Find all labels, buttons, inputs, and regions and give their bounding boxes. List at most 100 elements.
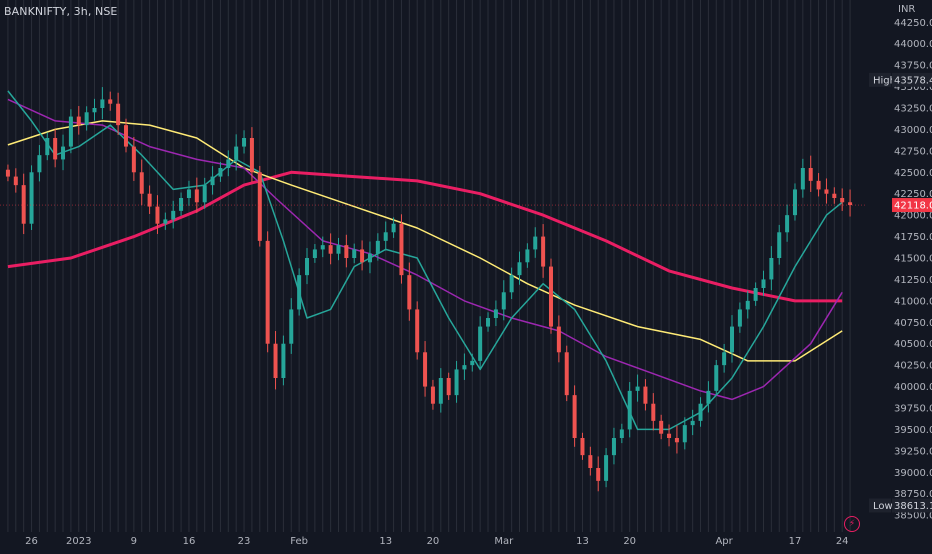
y-tick-label: 43500.00	[894, 82, 932, 93]
x-tick-label: 9	[131, 536, 137, 547]
candle-body	[430, 386, 435, 404]
candle-body	[45, 138, 50, 156]
candle-body	[289, 309, 294, 344]
candle-body	[179, 198, 184, 211]
candle-body	[722, 352, 727, 366]
candle-body	[832, 193, 837, 198]
candle-body	[564, 352, 569, 396]
candle-body	[533, 236, 538, 250]
price-tag-label: Low	[873, 501, 893, 512]
candle-body	[116, 103, 121, 126]
candle-body	[312, 249, 317, 258]
y-tick-label: 40000.00	[894, 382, 932, 393]
candle-body	[265, 240, 270, 344]
y-tick-label: 39750.00	[894, 404, 932, 415]
y-tick-label: 42500.00	[894, 168, 932, 179]
candle-body	[257, 172, 262, 241]
candle-body	[305, 258, 310, 276]
x-tick-label: 20	[623, 536, 636, 547]
candle-body	[123, 125, 128, 147]
candle-body	[383, 232, 388, 241]
x-tick-label: 13	[379, 536, 392, 547]
candle-body	[761, 279, 766, 288]
candle-body	[501, 292, 506, 310]
candle-body	[367, 253, 372, 263]
candle-body	[596, 468, 601, 481]
y-tick-label: 38500.00	[894, 511, 932, 522]
candle-body	[249, 138, 254, 173]
currency-label[interactable]: INR	[898, 4, 916, 15]
candle-body	[37, 155, 42, 173]
x-tick-label: 20	[427, 536, 440, 547]
y-tick-label: 42250.00	[894, 189, 932, 200]
candle-body	[131, 146, 136, 173]
y-tick-label: 43000.00	[894, 125, 932, 136]
candle-body	[171, 210, 176, 220]
candle-body	[493, 309, 498, 318]
candle-body	[769, 258, 774, 280]
candle-body	[375, 240, 380, 254]
candle-body	[155, 206, 160, 224]
x-tick-label: 17	[789, 536, 802, 547]
candle-body	[100, 99, 105, 108]
candle-body	[627, 390, 632, 430]
candle-body	[824, 189, 829, 194]
candle-body	[714, 365, 719, 391]
candle-body	[297, 275, 302, 310]
y-tick-label: 41500.00	[894, 254, 932, 265]
candle-body	[84, 112, 89, 126]
y-tick-label: 42750.00	[894, 146, 932, 157]
candle-body	[446, 378, 451, 396]
candle-body	[68, 116, 73, 147]
candle-body	[218, 168, 223, 177]
candle-body	[470, 360, 475, 366]
y-tick-label: 38750.00	[894, 489, 932, 500]
candle-body	[800, 168, 805, 190]
lightning-icon[interactable]: ⚡	[844, 516, 860, 532]
candle-body	[415, 309, 420, 353]
candle-body	[462, 365, 467, 370]
candle-body	[541, 236, 546, 267]
x-tick-label: 23	[238, 536, 251, 547]
candle-body	[92, 108, 97, 113]
candle-body	[611, 438, 616, 456]
candle-body	[690, 420, 695, 426]
x-tick-label: Feb	[290, 536, 308, 547]
candle-body	[517, 262, 522, 276]
x-tick-label: Mar	[494, 536, 514, 547]
candle-body	[273, 343, 278, 378]
candle-body	[194, 189, 199, 203]
candle-body	[29, 172, 34, 224]
y-tick-label: 39250.00	[894, 446, 932, 457]
x-tick-label: 13	[576, 536, 589, 547]
candle-body	[139, 172, 144, 194]
candle-body	[792, 189, 797, 216]
y-tick-label: 39500.00	[894, 425, 932, 436]
y-tick-label: 44000.00	[894, 39, 932, 50]
candle-body	[242, 138, 247, 147]
price-tag-label-bg	[869, 498, 891, 513]
candle-body	[320, 245, 325, 250]
moving-average-line	[7, 170, 843, 303]
y-tick-label: 41250.00	[894, 275, 932, 286]
candle-body	[399, 223, 404, 276]
candle-body	[53, 138, 58, 160]
x-tick-label: 24	[836, 536, 849, 547]
candle-body	[730, 326, 735, 353]
x-tick-label: 2023	[66, 536, 91, 547]
candle-body	[698, 403, 703, 421]
candle-body	[572, 395, 577, 438]
candle-body	[328, 245, 333, 254]
candle-body	[454, 369, 459, 396]
candle-body	[706, 390, 711, 404]
candle-body	[816, 180, 821, 190]
candle-body	[478, 326, 483, 361]
candle-body	[147, 193, 152, 207]
candle-body	[635, 386, 640, 391]
y-tick-label: 39000.00	[894, 468, 932, 479]
candle-body	[604, 455, 609, 481]
candle-body	[840, 198, 845, 203]
candle-body	[777, 232, 782, 258]
